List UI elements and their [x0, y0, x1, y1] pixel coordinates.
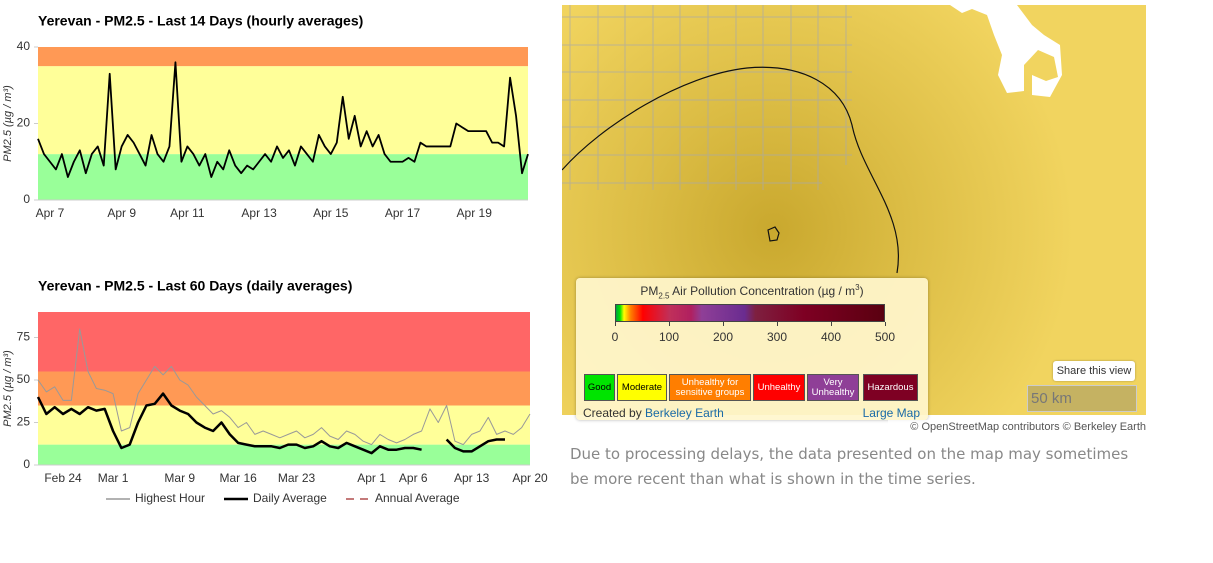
band [38, 371, 530, 406]
colorbar-tick-label: 500 [874, 330, 896, 344]
series-line [37, 61, 529, 178]
water [950, 5, 1062, 97]
colorbar-tick [777, 322, 778, 326]
y-tick-label: 75 [17, 330, 31, 344]
series-line [37, 328, 531, 446]
y-tick-label: 25 [17, 415, 31, 429]
y-axis-label: PM2.5 (µg / m³) [2, 85, 14, 162]
x-tick-label: Apr 17 [385, 206, 421, 220]
credit: Created by Berkeley Earth [583, 406, 724, 420]
band [38, 444, 530, 465]
band [38, 154, 528, 200]
legend-label: Highest Hour [135, 491, 205, 505]
colorbar-tick [831, 322, 832, 326]
colorbar-tick-label: 200 [712, 330, 734, 344]
legend-title-sub: 2.5 [658, 291, 670, 301]
colorbar-tick-label: 400 [820, 330, 842, 344]
colorbar-tick [669, 322, 670, 326]
colorbar [615, 304, 885, 322]
chart-title: Yerevan - PM2.5 - Last 60 Days (daily av… [38, 278, 352, 294]
x-tick-label: Apr 13 [454, 471, 490, 485]
y-axis-label: PM2.5 (µg / m³) [2, 350, 14, 427]
colorbar-tick [885, 322, 886, 326]
colorbar-tick [723, 322, 724, 326]
x-tick-label: Feb 24 [44, 471, 82, 485]
x-tick-label: Mar 23 [278, 471, 316, 485]
map-grid [562, 5, 852, 190]
x-tick-label: Apr 20 [512, 471, 548, 485]
legend-title-text: ) [859, 284, 864, 298]
series-line [36, 392, 422, 455]
band [38, 312, 530, 372]
colorbar-tick [615, 322, 616, 326]
x-tick-label: Apr 7 [36, 206, 65, 220]
y-tick-label: 0 [23, 192, 30, 206]
series-line [445, 438, 505, 453]
category-key: Moderate [617, 374, 667, 401]
x-tick-label: Apr 6 [399, 471, 428, 485]
x-tick-label: Apr 11 [170, 206, 205, 220]
legend-title-text: PM [640, 284, 659, 298]
legend-title: PM2.5 Air Pollution Concentration (µg / … [576, 283, 928, 300]
large-map-link[interactable]: Large Map [862, 406, 920, 420]
legend-title-sup: 3 [855, 283, 860, 292]
colorbar-tick-label: 300 [766, 330, 788, 344]
chart-title: Yerevan - PM2.5 - Last 14 Days (hourly a… [38, 13, 363, 29]
y-tick-label: 50 [17, 372, 31, 386]
x-tick-label: Mar 1 [98, 471, 129, 485]
y-tick-label: 0 [23, 457, 30, 471]
y-tick-label: 20 [17, 116, 31, 130]
category-key: Unhealthy for sensitive groups [669, 374, 751, 401]
band [38, 66, 528, 155]
colorbar-tick-label: 0 [611, 330, 619, 344]
contour [767, 226, 780, 242]
legend-title-text: Air Pollution Concentration (µg / m [669, 284, 856, 298]
x-tick-label: Apr 13 [241, 206, 277, 220]
legend-label: Annual Average [375, 491, 460, 505]
x-tick-label: Apr 19 [457, 206, 493, 220]
legend-label: Daily Average [253, 491, 327, 505]
category-key: Good [584, 374, 615, 401]
x-tick-label: Mar 16 [219, 471, 257, 485]
band [38, 47, 528, 67]
x-tick-label: Apr 1 [357, 471, 386, 485]
category-key: Unhealthy [753, 374, 805, 401]
share-button[interactable]: Share this view [1053, 361, 1135, 381]
credit-link[interactable]: Berkeley Earth [645, 406, 724, 420]
category-key: Very Unhealthy [807, 374, 859, 401]
x-tick-label: Apr 15 [313, 206, 349, 220]
map-legend: PM2.5 Air Pollution Concentration (µg / … [576, 278, 928, 420]
attribution: © OpenStreetMap contributors © Berkeley … [888, 420, 1146, 435]
scale-bar: 50 km [1027, 385, 1137, 412]
category-key: Hazardous [863, 374, 918, 401]
caption: Due to processing delays, the data prese… [570, 445, 1129, 488]
colorbar-tick-label: 100 [658, 330, 680, 344]
contour [562, 66, 899, 274]
x-tick-label: Mar 9 [164, 471, 195, 485]
y-tick-label: 40 [17, 39, 31, 53]
x-tick-label: Apr 9 [107, 206, 136, 220]
credit-text: Created by [583, 406, 642, 420]
charts: Yerevan - PM2.5 - Last 14 Days (hourly a… [2, 13, 548, 505]
